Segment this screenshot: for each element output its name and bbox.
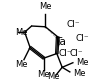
Text: Ta: Ta <box>55 37 66 47</box>
Text: Me: Me <box>38 70 50 79</box>
Text: Me: Me <box>73 69 85 78</box>
Text: Cl⁻: Cl⁻ <box>70 49 83 58</box>
Text: Me: Me <box>15 60 28 69</box>
Text: Cl⁻: Cl⁻ <box>67 20 80 29</box>
Text: Me: Me <box>15 28 28 37</box>
Text: Me: Me <box>39 2 52 11</box>
Text: Cl⁻: Cl⁻ <box>75 34 89 43</box>
Text: Cl⁻: Cl⁻ <box>58 49 72 58</box>
Text: Me: Me <box>47 72 59 81</box>
Text: Me: Me <box>76 58 88 67</box>
